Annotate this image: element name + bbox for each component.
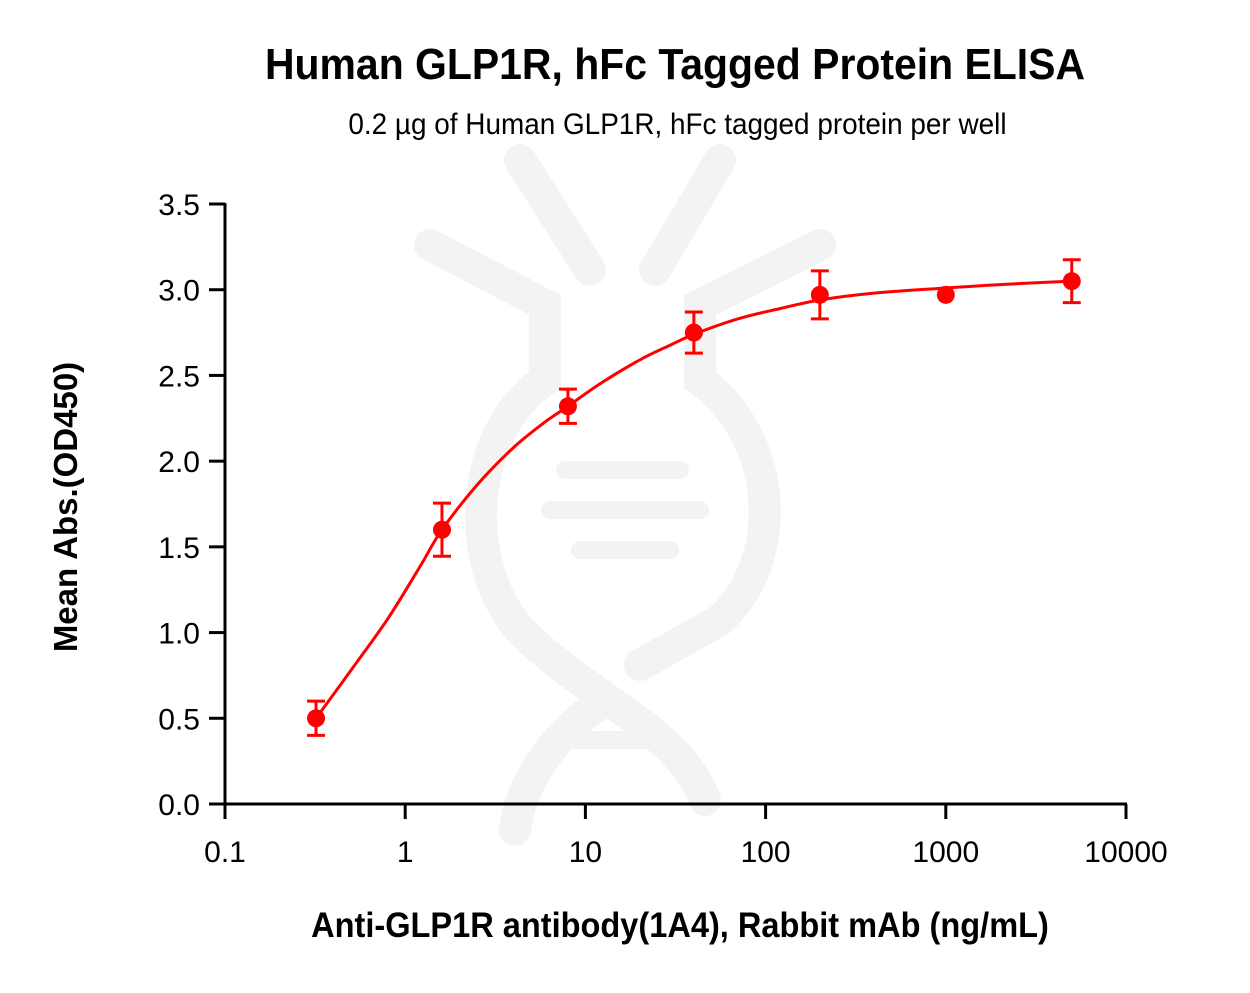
chart-title: Human GLP1R, hFc Tagged Protein ELISA [265, 40, 1085, 89]
data-point [936, 285, 955, 304]
x-axis-label: Anti-GLP1R antibody(1A4), Rabbit mAb (ng… [311, 906, 1049, 945]
chart-subtitle: 0.2 µg of Human GLP1R, hFc tagged protei… [348, 108, 1007, 141]
y-tick-label: 1.5 [158, 532, 200, 565]
point-marker [684, 323, 703, 342]
y-tick-label: 1.0 [158, 618, 200, 651]
y-tick-label: 2.0 [158, 446, 200, 479]
data-point [558, 387, 577, 425]
data-point [684, 310, 703, 355]
data-point [307, 699, 326, 737]
data-points [307, 258, 1081, 737]
y-tick-label: 3.0 [158, 275, 200, 308]
y-tick-label: 0.5 [158, 703, 200, 736]
point-marker [432, 520, 451, 539]
x-ticks: 0.1 1 10 100 1000 10000 [204, 804, 1168, 869]
x-tick-label: 1000 [912, 836, 979, 869]
x-tick-label: 100 [741, 836, 791, 869]
fit-curve-line [314, 279, 1072, 720]
data-point [810, 269, 829, 321]
y-tick-label: 3.5 [158, 189, 200, 222]
y-tick-label: 2.5 [158, 360, 200, 393]
point-marker [307, 709, 326, 728]
dna-logo-watermark-icon [414, 144, 836, 846]
axes [223, 203, 1127, 819]
data-point [1062, 258, 1081, 305]
x-tick-label: 1 [397, 836, 414, 869]
y-tick-label: 0.0 [158, 789, 200, 822]
data-point [432, 501, 451, 558]
point-marker [1062, 272, 1081, 291]
y-ticks: 0.0 0.5 1.0 1.5 2.0 2.5 3.0 3.5 [158, 189, 225, 822]
point-marker [810, 285, 829, 304]
point-marker [558, 397, 577, 416]
x-tick-label: 10 [569, 836, 602, 869]
x-tick-label: 10000 [1084, 836, 1167, 869]
point-marker [936, 285, 955, 304]
x-tick-label: 0.1 [204, 836, 246, 869]
